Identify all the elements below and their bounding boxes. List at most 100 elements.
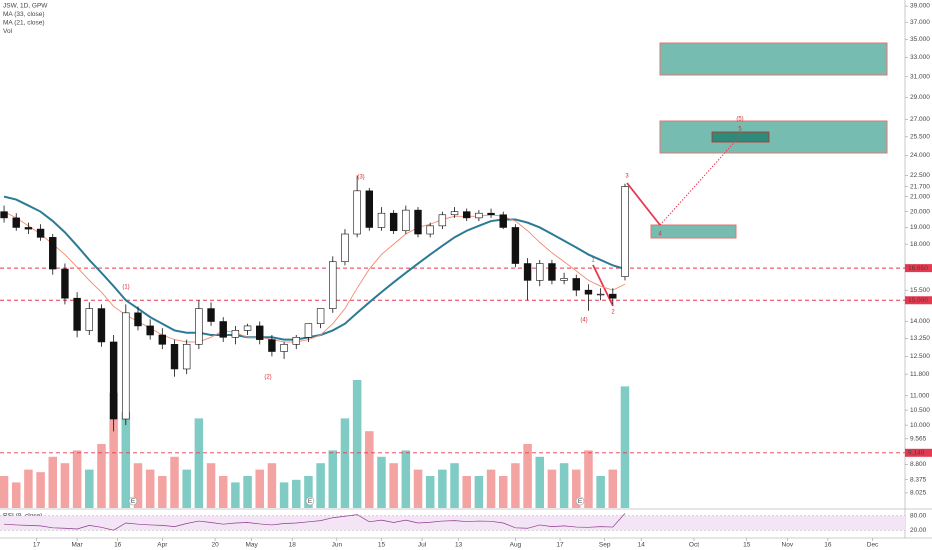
volume-bar	[0, 476, 9, 508]
volume-bar	[158, 476, 167, 508]
volume-bar	[24, 469, 33, 508]
volume-bar	[608, 469, 618, 508]
wave-label: (4)	[580, 318, 587, 324]
y-tick-label: 10.500	[910, 407, 930, 414]
volume-bar	[401, 450, 411, 508]
volume-bar	[572, 469, 581, 508]
candle-body	[402, 209, 410, 232]
volume-bar	[511, 463, 520, 508]
y-tick-label: 39.000	[910, 3, 930, 10]
target-zone	[659, 42, 888, 76]
wave-label: 3	[625, 174, 629, 180]
x-tick-label: 20	[211, 542, 219, 549]
volume-bar	[450, 463, 459, 508]
wave-label: (2)	[264, 375, 271, 381]
candle-body	[621, 186, 629, 277]
volume-bar	[352, 380, 362, 508]
candle-body	[12, 217, 20, 228]
rsi-band	[0, 515, 905, 531]
volume-bar	[377, 456, 386, 508]
candle-body	[61, 268, 69, 299]
x-tick-label: Aug	[510, 542, 522, 549]
candle-body	[523, 263, 532, 281]
candle-body	[24, 227, 33, 230]
candle-body	[207, 308, 215, 322]
volume-bar	[60, 463, 70, 508]
volume-bar	[72, 450, 82, 508]
candle-body	[256, 325, 264, 340]
candle-body	[85, 308, 93, 331]
candle-body	[353, 190, 361, 235]
wave-label: 2	[611, 310, 615, 316]
candle-body	[475, 212, 483, 219]
volume-bar	[316, 463, 325, 508]
price-line-label-bg	[905, 264, 932, 273]
x-tick-label: Nov	[782, 542, 794, 549]
projection-line	[659, 135, 741, 226]
volume-bar	[523, 444, 532, 508]
candle-body	[122, 312, 130, 420]
y-tick-label: 10.000	[910, 422, 930, 429]
volume-bar	[133, 463, 143, 508]
candle-body	[97, 308, 106, 343]
volume-bar	[328, 450, 338, 508]
candle-body	[377, 212, 386, 228]
candle-body	[268, 339, 276, 352]
candle-body	[548, 263, 556, 281]
wave-label: (5)	[736, 117, 743, 123]
candle-body	[499, 214, 507, 228]
x-tick-label: 15	[378, 542, 386, 549]
candle-body	[109, 341, 118, 420]
wave-label: 5	[738, 127, 742, 133]
candle-body	[584, 289, 593, 295]
candle-body	[280, 344, 288, 352]
candle-body	[304, 323, 313, 338]
x-tick-label: Apr	[157, 542, 168, 549]
y-tick-label: 8.025	[910, 490, 927, 497]
event-label: E	[131, 498, 136, 505]
volume-bar	[559, 463, 569, 508]
y-tick-label: 18.000	[910, 241, 930, 248]
moving-average	[3, 195, 626, 341]
candle-body	[134, 312, 142, 327]
wave-label: (3)	[357, 175, 364, 181]
volume-bar	[474, 476, 484, 508]
x-tick-label: 18	[289, 542, 297, 549]
y-tick-label: 22.500	[910, 172, 930, 179]
candle-body	[609, 293, 617, 299]
volume-bar	[170, 456, 179, 508]
candle-body	[426, 225, 434, 235]
candle-body	[560, 278, 568, 281]
volume-bar	[243, 476, 252, 508]
y-tick-label: 15.500	[910, 287, 930, 294]
legend-item: MA (33, close)	[3, 11, 45, 18]
candle-body	[243, 325, 252, 331]
volume-bar	[535, 456, 545, 508]
x-tick-label: 13	[455, 542, 463, 549]
candle-body	[146, 325, 154, 336]
volume-bar	[231, 482, 240, 508]
candle-body	[231, 330, 240, 338]
wave-label: 1	[591, 258, 595, 264]
candle-body	[341, 233, 349, 263]
candle-body	[536, 263, 544, 281]
legend-title: JSW, 1D, GPW	[3, 3, 48, 10]
volume-bar	[389, 463, 398, 508]
volume-bar	[438, 469, 447, 508]
y-tick-label: 33.000	[910, 54, 930, 61]
volume-bar	[194, 418, 204, 508]
wave-line	[626, 182, 661, 226]
x-tick-label: 16	[824, 542, 832, 549]
volume-bar	[596, 476, 605, 508]
y-tick-label: 24.000	[910, 152, 930, 159]
volume-bar	[145, 469, 155, 508]
y-tick-label: 13.250	[910, 335, 930, 342]
y-tick-label: 25.500	[910, 134, 930, 141]
candle-body	[450, 211, 459, 216]
y-tick-label: 35.000	[910, 36, 930, 43]
rsi-tick-label: 80.00	[910, 513, 927, 520]
volume-bar	[413, 469, 423, 508]
candle-body	[170, 344, 179, 370]
volume-bar	[291, 479, 301, 508]
y-tick-label: 12.500	[910, 353, 930, 360]
